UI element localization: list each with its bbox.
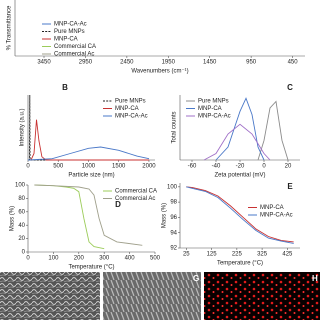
x-tick-label: -40 <box>212 164 221 170</box>
x-tick-label: 0 <box>26 256 30 262</box>
y-axis-label: Total counts <box>172 111 178 143</box>
legend-label: Commercial Ac <box>115 196 155 202</box>
panel-letter: C <box>287 83 293 92</box>
legend-label: MNP-CA-Ac <box>198 114 231 120</box>
panel-letter: H <box>312 274 318 283</box>
x-tick-label: 2950 <box>79 60 93 66</box>
x-axis-label: Wavenumbers (cm⁻¹) <box>131 69 188 75</box>
panel-letter: D <box>115 200 121 209</box>
x-tick-label: 20 <box>285 164 292 170</box>
x-tick-label: -60 <box>188 164 197 170</box>
x-tick-label: 225 <box>232 252 243 258</box>
legend-label: MNP-CA <box>260 205 284 211</box>
series-line <box>34 184 143 246</box>
series-line <box>30 119 149 161</box>
y-axis-label: Intensity (a.u.) <box>20 108 26 146</box>
y-tick-label: 100 <box>167 184 178 190</box>
sem-image-g <box>103 272 201 320</box>
x-axis-label: Temperature (°C) <box>217 261 263 267</box>
x-tick-label: 2000 <box>142 164 156 170</box>
legend-label: Commercial CA <box>115 189 157 195</box>
series-line <box>203 123 271 161</box>
x-tick-label: 400 <box>125 256 136 262</box>
x-tick-label: 450 <box>288 60 299 66</box>
x-tick-label: 500 <box>150 256 161 262</box>
legend-label: Pure MNPs <box>198 99 229 105</box>
x-tick-label: 200 <box>74 256 85 262</box>
series-line <box>28 94 149 161</box>
legend-label: MNP-CA-Ac <box>54 22 87 28</box>
y-tick-label: 92 <box>170 246 177 252</box>
legend-label: MNP-CA <box>54 37 78 43</box>
panel-letter: G <box>193 274 199 283</box>
y-tick-label: 0 <box>22 250 26 256</box>
series-line <box>186 186 294 244</box>
x-tick-label: 100 <box>48 256 59 262</box>
x-tick-label: 2450 <box>120 60 134 66</box>
y-tick-label: 98 <box>170 200 177 206</box>
series-line <box>27 146 150 161</box>
y-axis-label: % Transmittance <box>7 5 13 50</box>
x-tick-label: 300 <box>99 256 110 262</box>
x-tick-label: 25 <box>183 252 190 258</box>
series-line <box>257 100 289 161</box>
legend-label: Commercial Ac <box>54 52 94 58</box>
y-axis-label: Mass (%) <box>162 203 168 228</box>
legend-label: MNP-CA-Ac <box>260 213 293 219</box>
y-axis-label: Mass (%) <box>10 206 16 231</box>
x-tick-label: 125 <box>207 252 218 258</box>
y-tick-label: 80 <box>18 196 25 202</box>
legend-label: Commercial CA <box>54 44 96 50</box>
x-tick-label: 425 <box>282 252 293 258</box>
x-axis-label: Temperature (°C) <box>68 265 114 271</box>
sem-image-f <box>0 272 100 320</box>
x-tick-label: 1500 <box>112 164 126 170</box>
panel-letter: B <box>62 83 68 92</box>
x-tick-label: 950 <box>246 60 257 66</box>
y-tick-label: 94 <box>170 230 177 236</box>
x-axis-label: Zeta potential (mV) <box>214 173 265 179</box>
legend-label: MNP-CA <box>198 106 222 112</box>
legend-label: MNP-CA <box>115 106 139 112</box>
x-tick-label: 1450 <box>203 60 217 66</box>
y-tick-label: 100 <box>15 183 26 189</box>
series-line <box>186 186 294 243</box>
x-tick-label: -20 <box>236 164 245 170</box>
fluorescence-image-h <box>204 272 320 320</box>
y-tick-label: 40 <box>18 223 25 229</box>
x-tick-label: 0 <box>26 164 30 170</box>
y-tick-label: 60 <box>18 209 25 215</box>
x-tick-label: 0 <box>262 164 266 170</box>
legend-label: Pure MNPs <box>115 99 146 105</box>
y-tick-label: 20 <box>18 236 25 242</box>
x-tick-label: 3450 <box>37 60 51 66</box>
x-tick-label: 500 <box>53 164 64 170</box>
series-line <box>215 97 265 161</box>
panel-letter: E <box>287 182 293 191</box>
y-tick-label: 96 <box>170 215 177 221</box>
legend-label: Pure MNPs <box>54 29 85 35</box>
legend-label: MNP-CA-Ac <box>115 114 148 120</box>
x-tick-label: 1950 <box>162 60 176 66</box>
x-tick-label: 325 <box>257 252 268 258</box>
x-axis-label: Particle size (nm) <box>68 173 114 179</box>
x-tick-label: 1000 <box>82 164 96 170</box>
